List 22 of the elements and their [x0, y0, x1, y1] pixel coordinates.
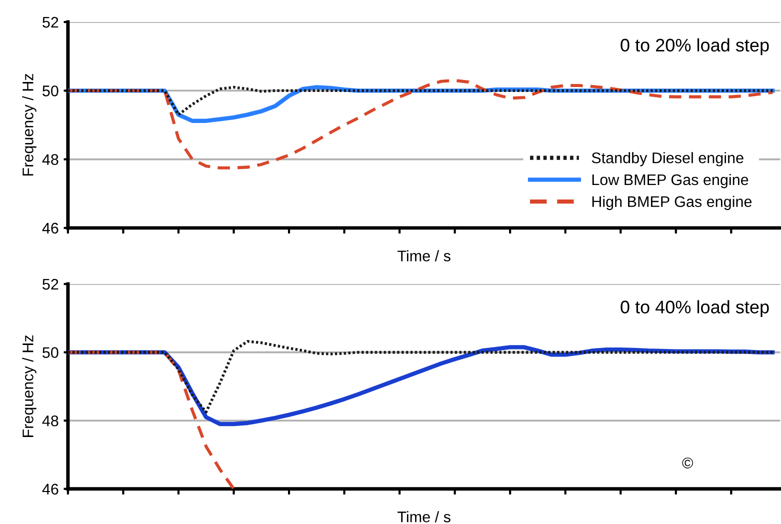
- y-axis-title: Frequency / Hz: [22, 335, 36, 437]
- line-series: [68, 340, 774, 414]
- line-series: [68, 350, 236, 489]
- y-tick-label: 48: [42, 415, 58, 426]
- y-tick-label: 50: [42, 86, 58, 96]
- y-tick-label: 52: [42, 16, 58, 28]
- annotation: 0 to 40% load step: [620, 300, 769, 318]
- x-axis-title: Time / s: [398, 250, 450, 262]
- y-axis-title: Frequency / Hz: [22, 74, 36, 176]
- y-tick-label: 48: [42, 154, 58, 165]
- annotation: 0 to 20% load step: [620, 38, 769, 56]
- line-series: [68, 78, 774, 170]
- line-series: [68, 86, 774, 116]
- y-tick-label: 46: [42, 484, 58, 495]
- y-tick-label: 46: [42, 222, 58, 234]
- legend-label: Low BMEP Gas engine: [592, 174, 748, 188]
- legend-label: Standby Diesel engine: [592, 152, 744, 166]
- legend-label: High BMEP Gas engine: [592, 196, 752, 210]
- y-tick-label: 50: [42, 347, 58, 358]
- y-tick-label: 52: [42, 278, 58, 290]
- x-axis-title: Time / s: [398, 511, 450, 522]
- annotation: ©: [682, 458, 694, 468]
